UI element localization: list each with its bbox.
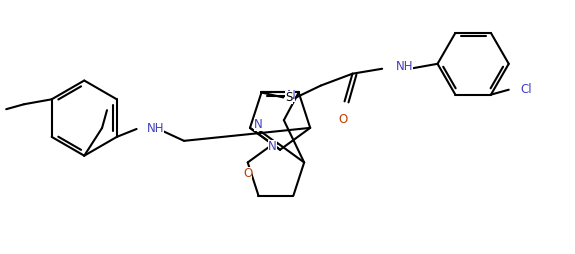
Text: N: N [254, 118, 262, 131]
Text: N: N [286, 89, 295, 102]
Text: N: N [268, 140, 277, 153]
Text: O: O [243, 167, 252, 180]
Text: O: O [338, 113, 347, 126]
Text: Cl: Cl [520, 83, 532, 96]
Text: NH: NH [396, 60, 413, 73]
Text: S: S [285, 91, 293, 104]
Text: NH: NH [147, 122, 164, 135]
